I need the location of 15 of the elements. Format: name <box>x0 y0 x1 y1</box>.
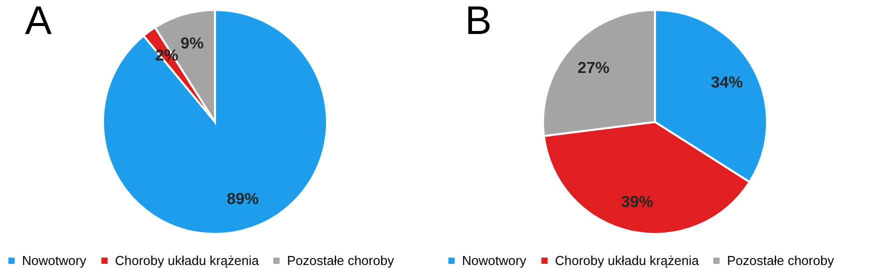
data-label: 2% <box>155 48 178 65</box>
chart-title: B <box>465 0 492 43</box>
data-label: 34% <box>710 74 743 92</box>
legend-label: Choroby układu krążenia <box>555 252 700 268</box>
pie-slice <box>102 9 328 235</box>
data-label: 89% <box>226 191 259 208</box>
legend-label: Pozostałe choroby <box>287 252 394 268</box>
data-label: 9% <box>180 35 204 52</box>
legend-label: Nowotwory <box>462 252 527 268</box>
chart-title: A <box>25 0 52 43</box>
data-label: 27% <box>577 60 610 77</box>
legend-label: Choroby układu krążenia <box>115 252 260 268</box>
data-label: 39% <box>621 194 654 212</box>
legend-label: Nowotwory <box>22 252 87 268</box>
legend-label: Pozostałe choroby <box>727 252 834 268</box>
